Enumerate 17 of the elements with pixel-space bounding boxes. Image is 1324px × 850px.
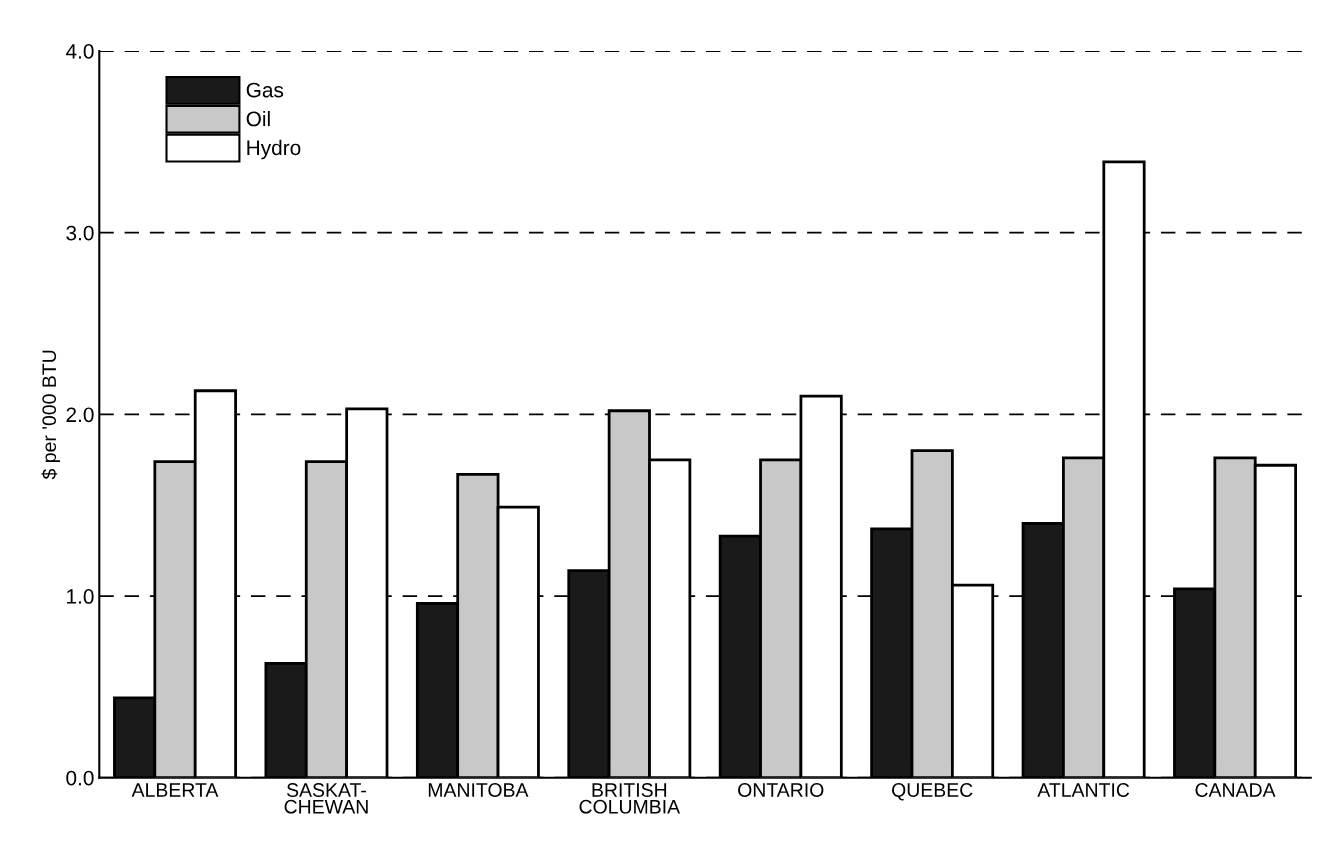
x-tick-label: ALBERTA <box>131 783 219 797</box>
y-tick-label: 3.0 <box>66 225 94 241</box>
x-tick-label: ATLANTIC <box>1037 783 1130 797</box>
x-tick-label: CANADA <box>1195 783 1276 797</box>
y-tick-label: 2.0 <box>66 407 94 423</box>
x-tick-label: QUEBEC <box>892 783 973 801</box>
y-tick-label: 4.0 <box>65 44 94 59</box>
y-axis-title: $ per '000 BTU <box>41 350 60 480</box>
x-tick-label: ONTARIO <box>738 783 824 797</box>
legend-label: Gas <box>246 82 284 98</box>
legend-label: Hydro <box>247 139 301 160</box>
x-tick-label: MANITOBA <box>428 783 529 797</box>
legend-label: Oil <box>246 110 270 127</box>
y-tick-label: 1.0 <box>67 589 94 604</box>
x-tick-label: BRITISH COLUMBIA <box>579 783 681 814</box>
y-tick-label: 0.0 <box>66 770 94 786</box>
x-tick-label: SASKAT- CHEWAN <box>284 783 368 814</box>
